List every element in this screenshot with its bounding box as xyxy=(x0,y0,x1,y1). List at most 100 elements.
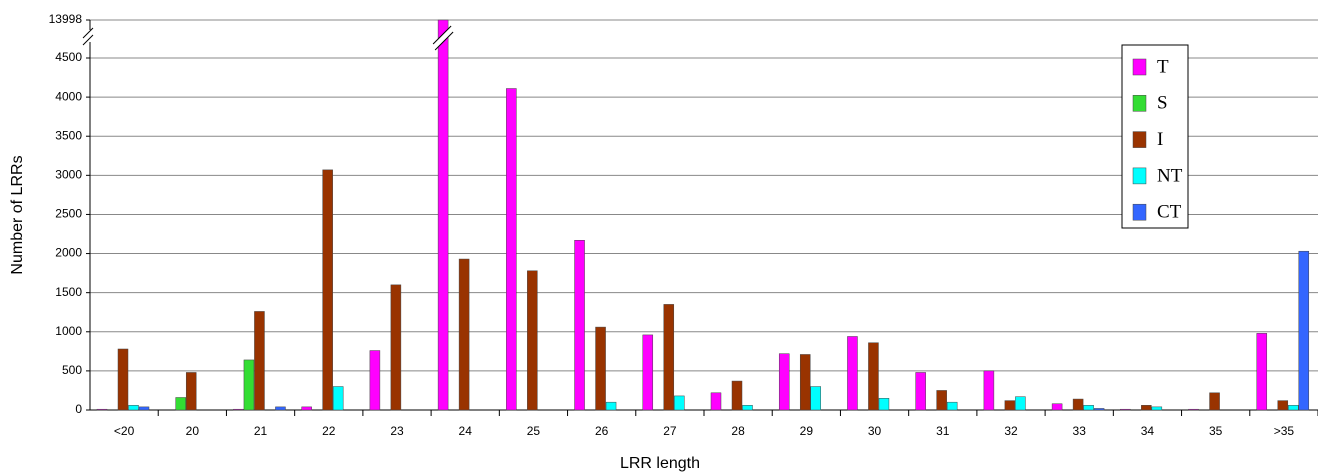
bar xyxy=(243,359,255,411)
y-tick-label: 1500 xyxy=(55,285,82,299)
bar xyxy=(642,334,654,411)
bar xyxy=(301,406,312,411)
y-tick-label: 1000 xyxy=(55,324,82,338)
bar xyxy=(847,336,858,411)
bar xyxy=(369,350,381,411)
legend-box xyxy=(1121,44,1189,229)
bar xyxy=(574,240,585,411)
y-tick-label: 0 xyxy=(75,402,82,416)
bar-break xyxy=(433,26,454,50)
bar xyxy=(778,353,790,411)
legend-swatch xyxy=(1132,58,1147,76)
bar xyxy=(322,169,333,411)
bar xyxy=(1298,250,1310,411)
x-tick-label: 34 xyxy=(1141,424,1155,438)
x-tick-label: 31 xyxy=(936,424,950,438)
x-tick-label: 20 xyxy=(186,424,200,438)
legend-swatch xyxy=(1132,131,1147,148)
x-tick-label: 24 xyxy=(459,424,473,438)
x-tick-label: 30 xyxy=(868,424,882,438)
axis-break xyxy=(80,25,454,51)
bar xyxy=(1083,405,1094,411)
bar xyxy=(1120,408,1131,411)
bar xyxy=(605,401,617,411)
legend-label: S xyxy=(1157,93,1168,114)
legend-swatch xyxy=(1132,167,1147,185)
bar xyxy=(868,342,879,411)
x-tick-label: 32 xyxy=(1004,424,1018,438)
legend-label: CT xyxy=(1157,202,1182,223)
axis-break-mark xyxy=(82,34,94,46)
y-tick-label: 2000 xyxy=(55,246,82,260)
bar xyxy=(742,405,753,411)
bar xyxy=(96,408,108,411)
bar xyxy=(674,395,685,411)
bar xyxy=(1051,403,1063,411)
legend-swatch xyxy=(1132,203,1147,221)
y-tick-label: 4000 xyxy=(55,89,82,103)
bar xyxy=(233,408,244,411)
y-axis-label: Number of LRRs xyxy=(9,155,26,274)
bar xyxy=(983,370,995,411)
bar xyxy=(1277,400,1289,411)
x-tick-label: 28 xyxy=(731,424,745,438)
bar-break-mark xyxy=(434,31,454,51)
bar xyxy=(1072,398,1084,411)
x-tick-label: 26 xyxy=(595,424,609,438)
bar xyxy=(1188,408,1199,411)
bar xyxy=(1151,406,1163,411)
y-tick-label: 4500 xyxy=(55,50,82,64)
bar xyxy=(1093,408,1105,411)
bar xyxy=(595,326,606,411)
x-tick-label: 27 xyxy=(663,424,677,438)
bar xyxy=(946,401,958,411)
bar xyxy=(506,88,517,411)
x-tick-label: 21 xyxy=(254,424,268,438)
bar xyxy=(275,406,286,411)
x-tick-label: 22 xyxy=(322,424,336,438)
bars xyxy=(96,19,1310,411)
y-tick-label: 3500 xyxy=(55,128,82,142)
x-tick-label: 25 xyxy=(527,424,541,438)
x-tick-label: 35 xyxy=(1209,424,1223,438)
bar xyxy=(390,284,402,411)
x-tick-label: 33 xyxy=(1073,424,1087,438)
bar xyxy=(799,354,811,411)
bar xyxy=(878,398,890,411)
grid: 0 500 1000 1500 2000 2500 3000 3500 4000 4500 1399… xyxy=(49,12,1318,438)
legend: TSI NT CT xyxy=(1121,44,1189,229)
x-tick-label: >35 xyxy=(1274,424,1295,438)
bar xyxy=(915,372,926,411)
bar xyxy=(254,311,265,411)
bar xyxy=(710,392,722,411)
legend-label: I xyxy=(1157,129,1163,150)
bar xyxy=(332,386,344,411)
bar xyxy=(936,390,947,411)
bar xyxy=(1288,405,1299,411)
bar xyxy=(138,406,150,411)
y-tick-label: 500 xyxy=(62,363,82,377)
legend-swatch xyxy=(1132,95,1147,112)
bar xyxy=(663,304,675,411)
bar xyxy=(117,348,129,411)
bar xyxy=(1004,400,1016,411)
bar xyxy=(128,405,139,411)
axis-break-mark xyxy=(82,27,94,39)
y-tick-label: 13998 xyxy=(49,12,83,26)
bar xyxy=(527,270,538,411)
bar xyxy=(1209,392,1220,411)
bar xyxy=(175,397,186,411)
bar xyxy=(458,258,470,411)
x-tick-label: 29 xyxy=(800,424,814,438)
y-tick-label: 3000 xyxy=(55,168,82,182)
bar xyxy=(1256,333,1268,411)
bar xyxy=(185,372,197,411)
x-tick-label: 23 xyxy=(390,424,404,438)
x-axis-label: LRR length xyxy=(620,455,700,472)
bar xyxy=(437,19,449,411)
bar-break-mark xyxy=(432,25,452,45)
bar xyxy=(1141,405,1152,411)
y-tick-label: 2500 xyxy=(55,207,82,221)
axis-break-gap xyxy=(80,30,100,42)
